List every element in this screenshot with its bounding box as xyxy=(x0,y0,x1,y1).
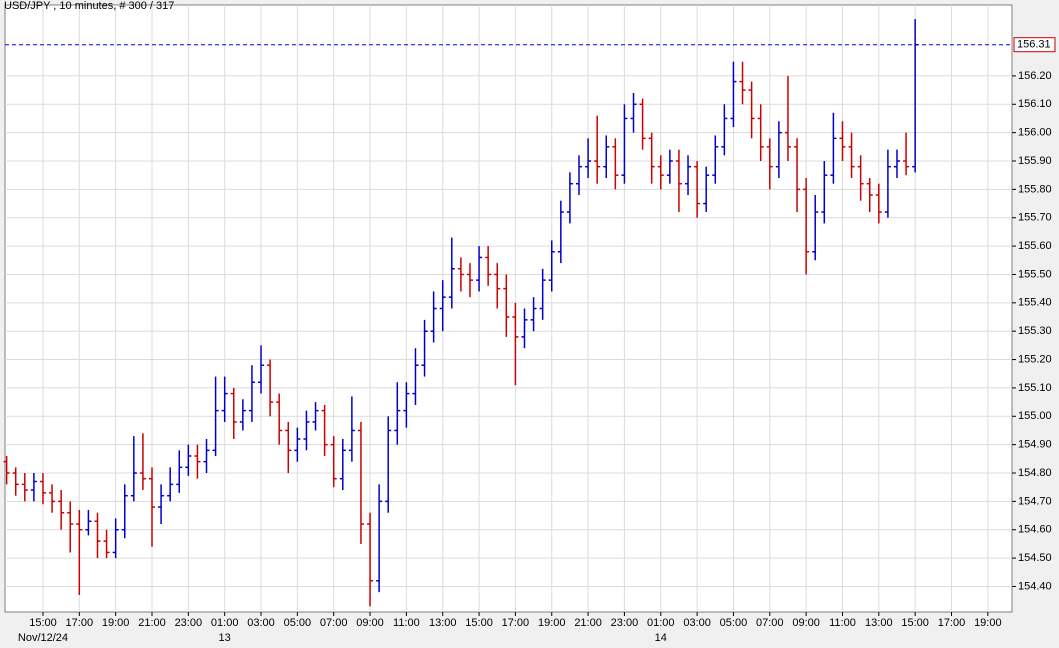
y-tick-label: 154.80 xyxy=(1018,467,1052,479)
x-tick-label: 15:00 xyxy=(465,617,493,629)
y-tick-label: 155.50 xyxy=(1018,268,1052,280)
x-tick-label: 17:00 xyxy=(502,617,530,629)
y-tick-label: 154.70 xyxy=(1018,495,1052,507)
y-tick-label: 155.10 xyxy=(1018,382,1052,394)
y-tick-label: 155.20 xyxy=(1018,353,1052,365)
y-tick-label: 154.40 xyxy=(1018,580,1052,592)
x-tick-label: 23:00 xyxy=(175,617,203,629)
x-tick-label: 15:00 xyxy=(901,617,929,629)
x-tick-label: 17:00 xyxy=(938,617,966,629)
x-tick-label: 03:00 xyxy=(247,617,275,629)
x-tick-label: 03:00 xyxy=(683,617,711,629)
y-tick-label: 156.10 xyxy=(1018,98,1052,110)
last-price-box xyxy=(1013,37,1056,53)
y-tick-label: 154.50 xyxy=(1018,552,1052,564)
y-tick-label: 155.40 xyxy=(1018,297,1052,309)
x-tick-label: 05:00 xyxy=(720,617,748,629)
x-tick-label: 07:00 xyxy=(756,617,784,629)
x-tick-label: 17:00 xyxy=(66,617,94,629)
y-tick-label: 156.20 xyxy=(1018,70,1052,82)
x-tick-label: 21:00 xyxy=(574,617,602,629)
plot-area xyxy=(4,4,1013,613)
x-tick-label: 11:00 xyxy=(393,617,420,629)
x-tick-label: 21:00 xyxy=(138,617,166,629)
y-tick-label: 155.00 xyxy=(1018,410,1052,422)
y-tick-label: 155.70 xyxy=(1018,212,1052,224)
y-tick-label: 155.60 xyxy=(1018,240,1052,252)
x-tick-label: 11:00 xyxy=(829,617,856,629)
y-tick-label: 156.00 xyxy=(1018,127,1052,139)
x-tick-label: 07:00 xyxy=(320,617,348,629)
x-tick-label: 19:00 xyxy=(974,617,1002,629)
last-price-label: 156.31 xyxy=(1017,39,1051,51)
date-label: 14 xyxy=(655,632,667,644)
x-tick-label: 15:00 xyxy=(29,617,57,629)
x-tick-label: 05:00 xyxy=(284,617,312,629)
x-tick-label: 23:00 xyxy=(611,617,639,629)
x-tick-label: 01:00 xyxy=(211,617,239,629)
y-tick-label: 155.90 xyxy=(1018,155,1052,167)
x-tick-label: 19:00 xyxy=(538,617,566,629)
date-label: Nov/12/24 xyxy=(18,632,68,644)
x-tick-label: 09:00 xyxy=(356,617,384,629)
x-tick-label: 13:00 xyxy=(429,617,457,629)
x-tick-label: 19:00 xyxy=(102,617,130,629)
x-tick-label: 01:00 xyxy=(647,617,675,629)
date-label: 13 xyxy=(219,632,231,644)
x-tick-label: 09:00 xyxy=(792,617,820,629)
x-tick-label: 13:00 xyxy=(865,617,893,629)
y-tick-label: 155.80 xyxy=(1018,183,1052,195)
y-tick-label: 154.90 xyxy=(1018,439,1052,451)
y-tick-label: 154.60 xyxy=(1018,524,1052,536)
y-tick-label: 155.30 xyxy=(1018,325,1052,337)
chart-title: USD/JPY , 10 minutes, # 300 / 317 xyxy=(4,0,174,12)
